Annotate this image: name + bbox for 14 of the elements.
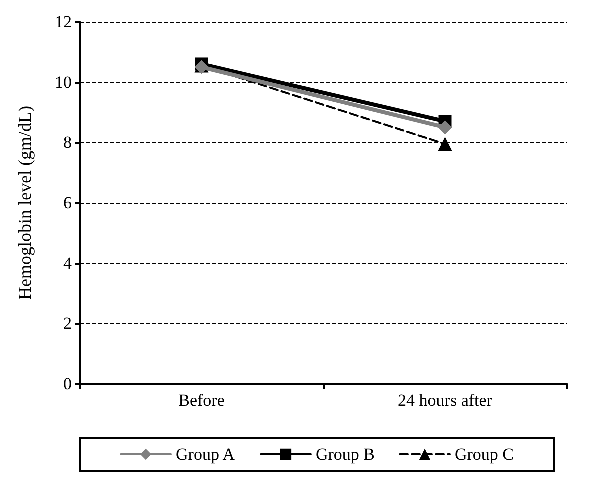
legend-label: Group B xyxy=(316,445,375,464)
legend-label: Group C xyxy=(454,445,514,464)
x-tick-label: 24 hours after xyxy=(398,391,493,410)
y-tick-label: 2 xyxy=(64,314,72,334)
x-tick-label: Before xyxy=(178,391,225,410)
y-tick-label: 10 xyxy=(55,72,72,92)
y-tick-label: 4 xyxy=(64,254,72,273)
y-tick-label: 12 xyxy=(55,12,72,32)
point xyxy=(438,120,452,135)
y-tick-label: 0 xyxy=(64,374,72,394)
y-tick-label: 6 xyxy=(64,194,72,212)
legend-label: Group A xyxy=(176,445,236,464)
y-axis-title: Hemoglobin level (gm/dL) xyxy=(15,106,35,300)
y-tick-label: 8 xyxy=(64,133,72,152)
